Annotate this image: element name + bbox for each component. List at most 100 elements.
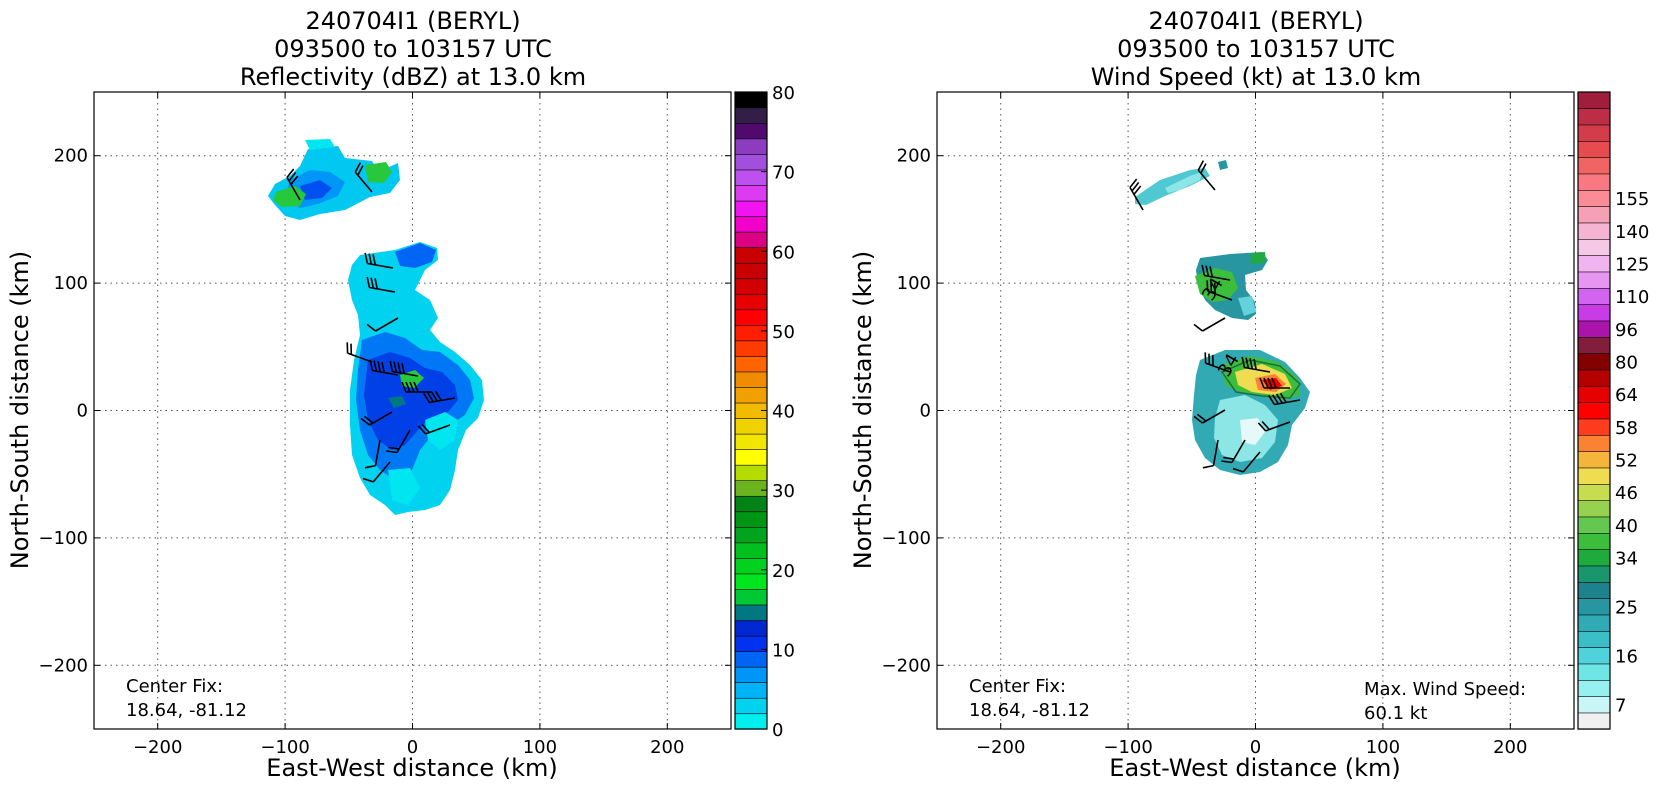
right-colorbar-band	[1577, 124, 1611, 142]
left-colorbar-tick-label: 10	[772, 640, 795, 661]
right-center-fix-value: 18.64, -81.12	[969, 700, 1090, 721]
right-wind-barb	[1193, 409, 1226, 424]
left-colorbar-band	[734, 371, 768, 388]
left-wind-barb	[366, 317, 399, 332]
right-colorbar-tick-label: 140	[1615, 222, 1649, 243]
left-ytick-label: −200	[39, 655, 88, 676]
right-colorbar-band	[1577, 418, 1611, 436]
right-wind-barb	[1129, 178, 1144, 211]
left-main-band-blue-north	[395, 243, 436, 268]
left-xtick-label: −100	[260, 737, 309, 758]
right-xtick-label: 200	[1493, 737, 1527, 758]
right-colorbar-band	[1577, 108, 1611, 126]
left-colorbar-band	[734, 91, 768, 109]
right-colorbar-band	[1577, 598, 1611, 616]
right-colorbar-band	[1577, 140, 1611, 158]
left-colorbar-band	[734, 309, 768, 326]
left-colorbar-band	[734, 682, 768, 699]
right-max-wind-label: Max. Wind Speed:	[1364, 679, 1526, 700]
right-title-line-3: Wind Speed (kt) at 13.0 km	[1091, 63, 1422, 91]
left-wind-barb	[417, 423, 451, 435]
left-colorbar-band	[734, 480, 768, 497]
right-colorbar-band	[1577, 336, 1611, 354]
right-colorbar-band	[1577, 238, 1611, 256]
left-xtick-label: 200	[650, 737, 684, 758]
right-title-line-2: 093500 to 103157 UTC	[1117, 35, 1395, 63]
right-ytick-label: −200	[882, 655, 931, 676]
left-colorbar-band	[734, 449, 768, 466]
right-xtick-label: −100	[1103, 737, 1152, 758]
right-colorbar-tick-label: 7	[1615, 696, 1626, 717]
left-main-band-deepblue	[364, 352, 458, 450]
left-colorbar-band	[734, 293, 768, 311]
right-colorbar-tick-label: 80	[1615, 353, 1638, 374]
left-wind-barb	[366, 276, 396, 293]
right-colorbar-tick-label: 25	[1615, 598, 1638, 619]
left-ytick-label: 200	[54, 146, 88, 167]
right-colorbar-band	[1577, 189, 1611, 207]
left-ytick-label: 0	[77, 401, 88, 422]
right-colorbar-band	[1577, 565, 1611, 583]
left-ytick-label: −100	[39, 528, 88, 549]
right-colorbar-tick-label: 110	[1615, 287, 1649, 308]
right-colorbar-tick-label: 96	[1615, 320, 1638, 341]
left-colorbar-band	[734, 417, 768, 435]
right-colorbar-band	[1577, 614, 1611, 632]
right-colorbar-band	[1577, 483, 1611, 501]
left-colorbar-band	[734, 697, 768, 715]
left-colorbar-band	[734, 495, 768, 513]
left-colorbar-tick-label: 70	[772, 163, 795, 184]
right-ytick-label: 100	[897, 273, 931, 294]
right-colorbar-band	[1577, 304, 1611, 322]
right-colorbar-band	[1577, 630, 1611, 648]
left-north-cluster-cyan-top	[305, 139, 335, 150]
left-colorbar-tick-label: 80	[772, 83, 795, 104]
right-ytick-label: 0	[920, 401, 931, 422]
left-colorbar-band	[734, 619, 768, 637]
right-xtick-label: 100	[1366, 737, 1400, 758]
right-colorbar-tick-label: 52	[1615, 451, 1638, 472]
left-colorbar-tick-label: 60	[772, 242, 795, 263]
left-colorbar-band	[734, 340, 768, 357]
right-title-line-1: 240704I1 (BERYL)	[1148, 7, 1363, 35]
right-colorbar-band	[1577, 712, 1611, 730]
right-wind-barb	[1232, 451, 1261, 473]
right-colorbar-band	[1577, 173, 1611, 191]
right-wind-barb	[1201, 264, 1231, 281]
left-colorbar-band	[734, 215, 768, 233]
right-core-white	[1240, 418, 1265, 445]
left-wind-barb	[401, 381, 432, 393]
right-colorbar-band	[1577, 369, 1611, 387]
right-colorbar-band	[1577, 663, 1611, 681]
left-colorbar-band	[734, 200, 768, 217]
left-colorbar-band	[734, 573, 768, 590]
left-colorbar-band	[734, 138, 768, 155]
right-colorbar-band	[1577, 271, 1611, 289]
left-center-fix-label: Center Fix:	[126, 676, 223, 697]
right-colorbar-band	[1577, 206, 1611, 224]
left-main-band-lightcyan-patch	[425, 412, 458, 450]
left-wind-barb	[423, 390, 456, 404]
right-colorbar-tick-label: 58	[1615, 418, 1638, 439]
right-colorbar-band	[1577, 696, 1611, 714]
left-colorbar-band	[734, 713, 768, 730]
right-colorbar-band	[1577, 679, 1611, 697]
left-main-band-teal	[388, 396, 406, 408]
left-wind-barb	[286, 168, 301, 201]
left-colorbar-band	[734, 557, 768, 575]
left-colorbar-band	[734, 604, 768, 621]
right-wind-barb	[1204, 352, 1231, 373]
right-colorbar-band	[1577, 91, 1611, 109]
left-axis-ticks: −200 −100 0 100 200 −200 −100 0 100 200	[39, 92, 731, 758]
left-colorbar-band	[734, 231, 768, 248]
wind-speed-colorbar: 7 16 25 34 40 46 52 58 64 80 96 110 125 140 155	[1577, 91, 1649, 730]
left-colorbar-band	[734, 542, 768, 559]
right-colorbar-band	[1577, 287, 1611, 305]
right-north-arc-light	[1165, 172, 1202, 193]
left-colorbar-band	[734, 433, 768, 450]
left-x-axis-label: East-West distance (km)	[266, 754, 557, 782]
right-colorbar-band	[1577, 222, 1611, 240]
left-colorbar-band	[734, 666, 768, 683]
left-colorbar-tick-label: 30	[772, 481, 795, 502]
right-axis-ticks: −200 −100 0 100 200 −200 −100 0 100 200	[882, 92, 1574, 758]
